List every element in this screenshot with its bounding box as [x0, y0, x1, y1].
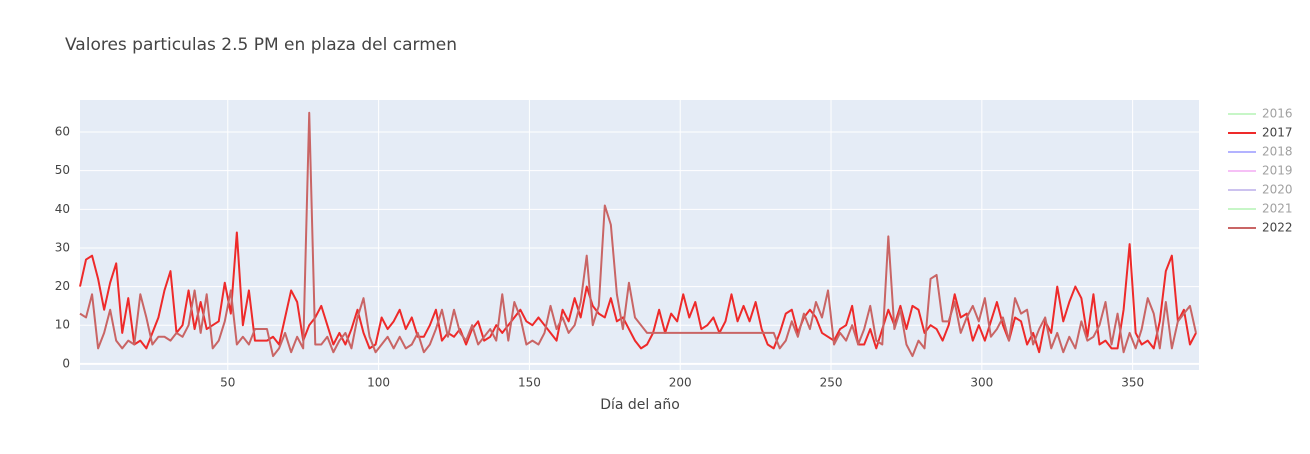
y-tick-label: 60 [55, 125, 70, 139]
x-axis-title: Día del año [600, 397, 680, 413]
x-tick-label: 300 [970, 376, 993, 390]
y-tick-label: 0 [62, 356, 70, 370]
x-tick-label: 100 [367, 376, 390, 390]
legend-label[interactable]: 2016 [1262, 107, 1293, 121]
legend-label[interactable]: 2019 [1262, 164, 1293, 178]
data-line [79, 111, 1197, 358]
legend-label[interactable]: 2018 [1262, 145, 1293, 159]
chart-title: Valores particulas 2.5 PM en plaza del c… [65, 35, 457, 55]
x-tick-label: 50 [220, 376, 235, 390]
legend-label[interactable]: 2017 [1262, 126, 1293, 140]
legend-label[interactable]: 2022 [1262, 221, 1293, 235]
legend-label[interactable]: 2021 [1262, 202, 1293, 216]
x-tick-label: 150 [518, 376, 541, 390]
y-tick-label: 20 [55, 279, 70, 293]
y-tick-label: 40 [55, 202, 70, 216]
y-tick-label: 50 [55, 163, 70, 177]
legend-label[interactable]: 2020 [1262, 183, 1293, 197]
x-tick-label: 200 [669, 376, 692, 390]
y-tick-label: 10 [55, 318, 70, 332]
x-tick-label: 350 [1121, 376, 1144, 390]
x-tick-label: 250 [820, 376, 843, 390]
y-tick-label: 30 [55, 240, 70, 254]
